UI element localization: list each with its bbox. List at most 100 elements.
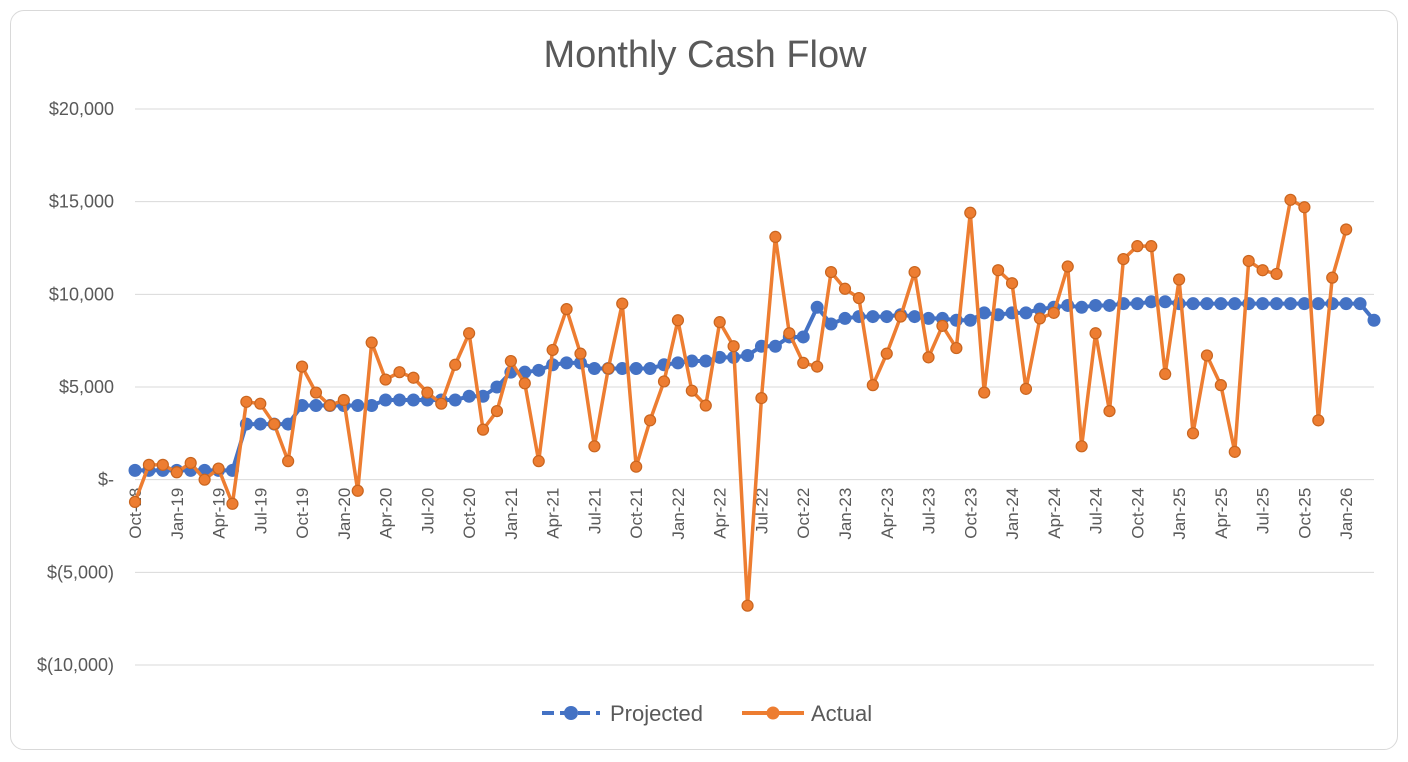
data-point-projected <box>1353 297 1367 311</box>
data-point-projected <box>699 354 713 368</box>
data-point-projected <box>1019 306 1033 320</box>
data-point-actual <box>1019 382 1033 395</box>
x-tick-label: Oct-23 <box>961 488 980 539</box>
data-point-projected <box>685 354 699 368</box>
data-point-projected <box>1144 295 1158 309</box>
data-point-actual <box>1145 240 1158 253</box>
x-tick-label: Jan-25 <box>1170 488 1189 540</box>
x-tick-label: Jan-19 <box>168 488 187 540</box>
data-point-projected <box>128 463 142 477</box>
data-point-projected <box>1130 297 1144 311</box>
data-point-actual <box>1103 404 1116 418</box>
data-point-actual <box>309 386 323 399</box>
data-point-actual <box>407 371 420 384</box>
data-point-actual <box>532 455 545 468</box>
x-tick-label: Jan-24 <box>1003 488 1022 540</box>
data-point-projected <box>351 399 365 413</box>
data-point-actual <box>240 395 253 408</box>
series-actual <box>128 193 1353 612</box>
data-point-actual <box>504 354 517 368</box>
data-point-actual <box>435 397 448 410</box>
x-tick-label: Oct-21 <box>627 488 646 539</box>
x-tick-label: Apr-20 <box>377 488 396 539</box>
data-point-projected <box>1102 298 1116 312</box>
data-point-actual <box>184 456 197 470</box>
x-tick-label: Apr-25 <box>1212 488 1231 539</box>
data-point-projected <box>1297 297 1311 311</box>
data-point-projected <box>532 363 546 377</box>
data-point-actual <box>1256 264 1269 277</box>
x-tick-label: Oct-24 <box>1128 488 1147 539</box>
data-point-actual <box>560 303 573 316</box>
data-point-projected <box>977 306 991 320</box>
data-point-actual <box>546 343 559 357</box>
data-point-actual <box>908 265 921 279</box>
x-tick-label: Oct-25 <box>1295 488 1314 539</box>
data-point-actual <box>1326 271 1339 284</box>
data-point-projected <box>796 330 810 344</box>
data-point-actual <box>463 327 476 340</box>
data-point-actual <box>282 455 295 468</box>
data-point-projected <box>379 393 393 407</box>
y-tick-label: $15,000 <box>49 192 114 212</box>
data-point-actual <box>198 473 211 486</box>
legend-actual-marker <box>766 706 780 720</box>
x-tick-label: Apr-24 <box>1045 488 1064 539</box>
data-point-actual <box>170 466 183 479</box>
data-point-projected <box>295 399 309 413</box>
data-point-actual <box>699 399 712 412</box>
data-point-actual <box>685 384 698 397</box>
data-point-actual <box>1312 414 1325 427</box>
data-point-projected <box>1367 313 1381 327</box>
x-tick-label: Apr-19 <box>210 488 229 539</box>
y-axis-ticks: $20,000 $15,000 $10,000 $5,000 $- $(5,000) $(1… <box>37 99 114 675</box>
data-point-projected <box>908 310 922 324</box>
y-tick-label: $(5,000) <box>47 562 114 582</box>
data-point-actual <box>449 358 462 371</box>
x-tick-label: Jan-26 <box>1337 488 1356 540</box>
data-point-actual <box>727 340 740 353</box>
data-point-actual <box>365 336 378 349</box>
x-tick-label: Jul-19 <box>251 488 270 534</box>
data-point-actual <box>1117 253 1130 266</box>
data-point-actual <box>964 206 977 219</box>
data-point-projected <box>838 311 852 325</box>
data-point-actual <box>1242 254 1255 268</box>
data-point-actual <box>922 351 935 364</box>
data-point-projected <box>741 348 755 362</box>
data-point-actual <box>755 392 768 405</box>
chart-title: Monthly Cash Flow <box>543 34 867 76</box>
data-point-projected <box>462 389 476 403</box>
x-tick-label: Apr-21 <box>544 488 563 539</box>
data-point-actual <box>1061 260 1074 273</box>
x-tick-label: Oct-22 <box>794 488 813 539</box>
y-tick-label: $10,000 <box>49 284 114 304</box>
data-point-actual <box>1214 379 1227 392</box>
x-tick-label: Jan-21 <box>502 488 521 540</box>
data-point-projected <box>866 310 880 324</box>
x-tick-label: Oct-19 <box>293 488 312 539</box>
data-point-projected <box>824 317 838 331</box>
data-point-projected <box>1075 300 1089 314</box>
data-point-actual <box>671 314 685 327</box>
data-point-projected <box>629 361 643 375</box>
legend-projected-label: Projected <box>610 701 703 726</box>
data-point-projected <box>253 417 267 431</box>
series-projected <box>128 295 1381 477</box>
data-point-actual <box>657 375 671 388</box>
data-point-actual <box>936 319 949 332</box>
data-point-actual <box>894 310 907 323</box>
data-point-actual <box>741 599 754 612</box>
data-point-actual <box>1005 277 1019 290</box>
data-point-projected <box>963 313 977 327</box>
data-point-actual <box>295 360 309 373</box>
legend-actual-label: Actual <box>811 701 872 726</box>
data-point-projected <box>768 339 782 353</box>
data-point-actual <box>797 356 810 370</box>
data-point-actual <box>630 460 643 473</box>
series-line-actual <box>133 198 1348 608</box>
data-point-projected <box>1270 297 1284 311</box>
x-tick-label: Apr-22 <box>711 488 730 539</box>
legend: Projected Actual <box>542 701 872 726</box>
